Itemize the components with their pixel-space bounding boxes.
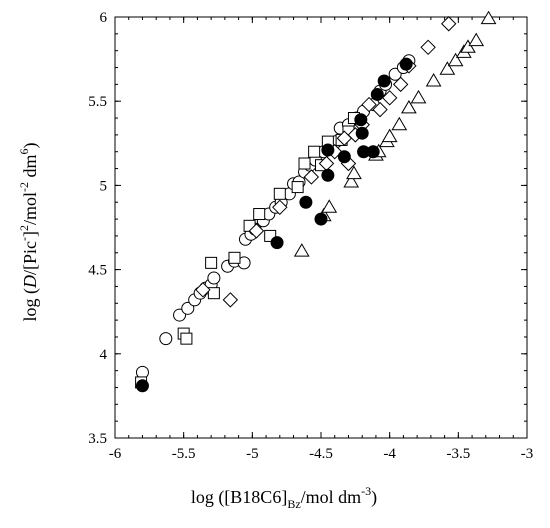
data-point-filled-circle: [321, 143, 335, 157]
x-axis-title-subscript: Bz: [287, 497, 300, 511]
data-point-filled-circle: [314, 212, 328, 226]
x-tick-label: -4.5: [309, 446, 333, 462]
x-tick-label: -6: [109, 446, 122, 462]
data-point-open-diamond: [361, 96, 377, 113]
y-axis-title-prefix: log (: [20, 288, 41, 322]
x-tick-label: -3.5: [446, 446, 470, 462]
data-point-open-square: [273, 187, 286, 200]
data-point-open-diamond: [272, 199, 288, 215]
data-point-open-triangle: [447, 52, 464, 67]
y-axis-title-sup3: -2: [17, 182, 31, 192]
x-axis-title: log ([B18C6]Bz/mol dm-3): [191, 484, 377, 511]
data-point-open-triangle: [439, 61, 456, 75]
data-point-filled-circle: [135, 379, 149, 393]
data-point-open-triangle: [343, 174, 360, 188]
y-axis-title-italic: D: [20, 275, 40, 289]
y-tick-label: 6: [100, 10, 108, 26]
data-point-open-square: [180, 332, 193, 345]
y-axis-title-sup4: 6: [17, 148, 31, 154]
data-point-open-square: [253, 208, 266, 221]
data-point-filled-circle: [370, 87, 384, 101]
x-tick-label: -4: [383, 446, 396, 462]
data-point-filled-circle: [321, 168, 335, 182]
data-point-open-triangle: [401, 99, 417, 114]
data-point-open-diamond: [222, 292, 239, 308]
data-point-open-triangle: [460, 39, 476, 53]
data-point-open-square: [264, 229, 277, 242]
data-point-filled-circle: [299, 195, 313, 209]
data-point-filled-circle: [377, 74, 391, 88]
data-point-open-diamond: [381, 90, 398, 106]
data-point-filled-circle: [337, 150, 351, 164]
data-point-open-diamond: [195, 282, 211, 298]
y-axis-title-sup1: -: [17, 237, 31, 241]
y-tick-label: 3.5: [88, 431, 107, 447]
data-point-open-circle: [207, 271, 221, 285]
data-point-open-square: [298, 157, 311, 170]
data-point-open-square: [308, 145, 321, 158]
data-point-open-diamond: [441, 16, 457, 32]
data-point-open-diamond: [372, 101, 388, 118]
data-point-open-square: [228, 251, 241, 264]
data-point-open-triangle: [293, 243, 310, 257]
data-point-filled-circle: [366, 145, 380, 159]
data-point-open-square: [205, 256, 218, 269]
data-point-open-circle: [159, 332, 173, 346]
x-axis-title-main: log ([B18C6]: [191, 487, 288, 508]
plot-frame: [114, 16, 528, 439]
data-point-filled-circle: [399, 57, 413, 71]
y-axis-title-part4: dm: [20, 154, 40, 182]
data-point-open-triangle: [468, 32, 485, 47]
data-point-open-triangle: [381, 128, 398, 143]
data-point-open-diamond: [303, 169, 320, 185]
y-tick-label: 5.5: [88, 94, 107, 110]
data-point-open-square: [207, 287, 220, 300]
data-point-open-diamond: [420, 39, 436, 56]
data-point-filled-circle: [355, 126, 369, 140]
data-point-open-triangle: [425, 72, 442, 87]
y-tick-label: 4: [100, 347, 108, 363]
data-point-open-diamond: [392, 76, 409, 93]
y-axis-title-close: ): [20, 142, 41, 148]
data-point-open-triangle: [410, 89, 427, 104]
data-point-open-diamond: [248, 223, 265, 239]
data-point-open-triangle: [480, 10, 497, 25]
data-points: [135, 10, 497, 393]
x-axis-title-close: ): [371, 487, 377, 508]
series-filled-circle: [135, 57, 413, 393]
y-tick-label: 5: [100, 178, 108, 194]
data-point-open-triangle: [346, 165, 362, 180]
data-point-filled-circle: [270, 236, 284, 250]
y-axis-title-part2: ]: [20, 231, 40, 237]
x-axis-title-unit: /mol dm: [301, 487, 362, 507]
data-point-open-triangle: [321, 199, 338, 213]
y-tick-label: 4.5: [88, 263, 107, 279]
axis-ticks: -6 -5.5 -5 -4.5 -4 -3.5 -3 3.5 4 4.5 5 5.5 6: [88, 10, 533, 462]
data-point-open-square: [291, 181, 304, 194]
y-axis-title-part3: /mol: [20, 192, 40, 225]
y-axis-title-part1: /[Pic: [20, 241, 40, 275]
series-open-circle: [135, 54, 416, 379]
data-point-open-circle: [181, 301, 195, 315]
x-tick-label: -5: [246, 446, 259, 462]
x-axis-title-superscript: -3: [361, 484, 371, 498]
y-axis-title-sup2: 2: [17, 225, 31, 231]
x-tick-label: -3: [521, 446, 534, 462]
data-point-open-triangle: [391, 116, 408, 131]
data-point-filled-circle: [354, 113, 368, 127]
y-axis-title: log (D/[Pic-]2/mol-2 dm6): [17, 142, 41, 321]
x-tick-label: -5.5: [172, 446, 196, 462]
